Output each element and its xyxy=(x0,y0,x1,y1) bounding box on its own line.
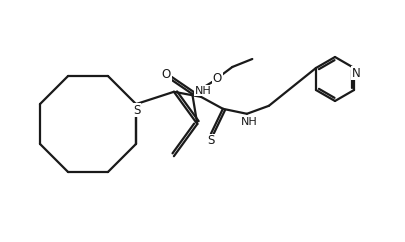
Text: NH: NH xyxy=(240,117,257,127)
Text: N: N xyxy=(351,67,360,80)
Text: S: S xyxy=(207,134,214,147)
Text: O: O xyxy=(212,73,222,85)
Text: S: S xyxy=(133,104,141,117)
Text: O: O xyxy=(161,68,171,82)
Text: NH: NH xyxy=(194,86,211,96)
